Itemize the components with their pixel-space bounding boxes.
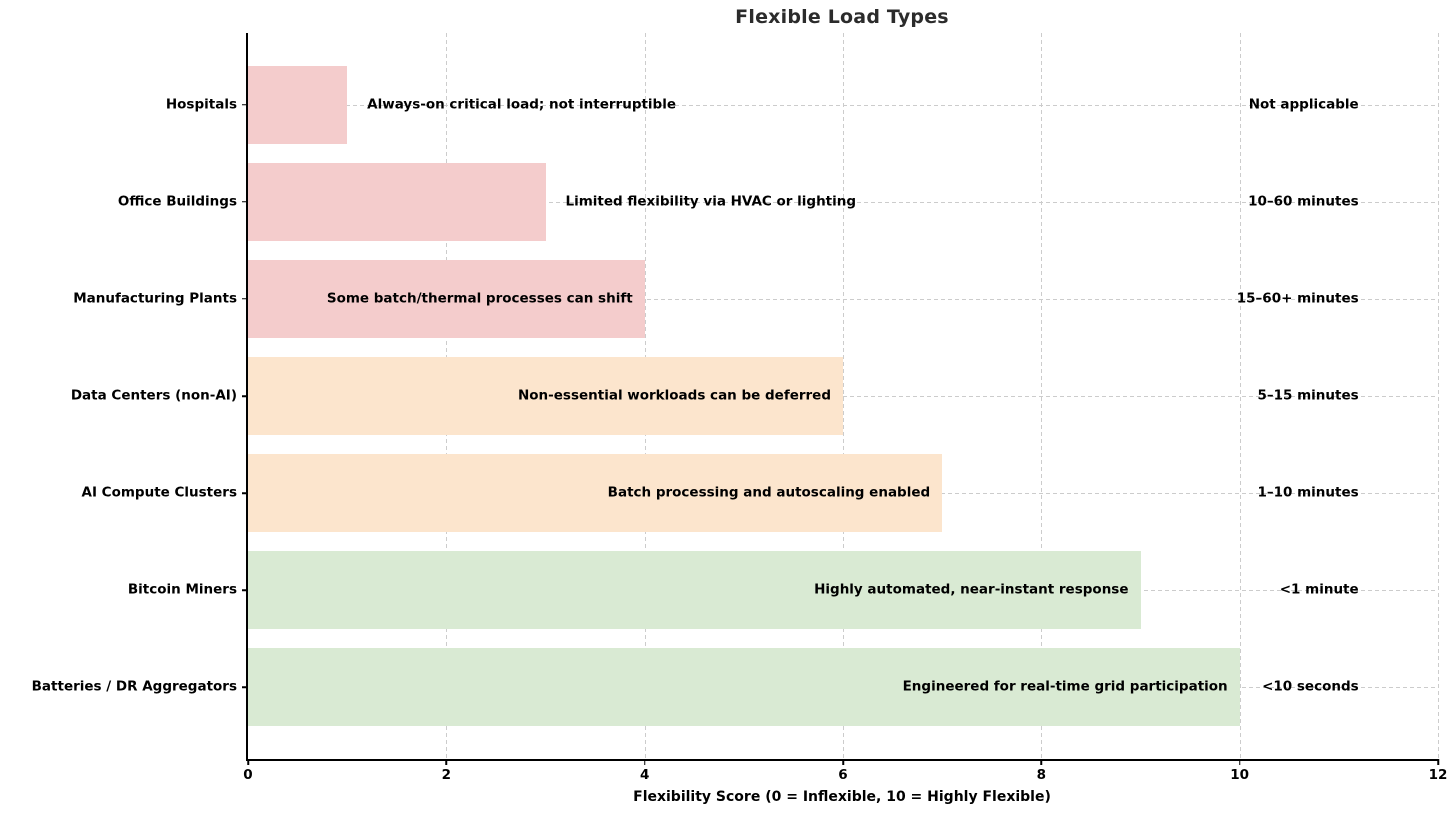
y-tick-mark	[242, 686, 248, 688]
bar-annotation: Some batch/thermal processes can shift	[326, 290, 633, 307]
response-time-label: 15–60+ minutes	[1236, 290, 1359, 307]
x-tick-mark	[247, 759, 249, 765]
x-tick-mark	[1040, 759, 1043, 765]
x-tick-mark	[1437, 759, 1439, 765]
y-gridline	[248, 396, 1438, 397]
y-tick-mark	[242, 589, 248, 591]
x-tick-label: 2	[441, 767, 452, 783]
response-time-label: <1 minute	[1279, 581, 1359, 598]
bar-annotation: Limited flexibility via HVAC or lighting	[565, 193, 857, 210]
bar-annotation: Engineered for real-time grid participat…	[902, 678, 1228, 695]
bar-batteries-dr-aggregators	[248, 648, 1240, 726]
y-tick-mark	[242, 298, 248, 300]
bar-annotation: Highly automated, near-instant response	[814, 581, 1129, 598]
y-tick-mark	[242, 395, 248, 397]
y-tick-mark	[242, 492, 248, 494]
x-tick-mark	[1238, 759, 1241, 765]
bar-office-buildings	[248, 163, 546, 241]
x-tick-mark	[445, 759, 448, 765]
chart-title: Flexible Load Types	[735, 6, 949, 28]
y-gridline	[248, 298, 1438, 300]
plot-area: 0 2 4 6 8 10 12 Always-on critical load; not in…	[32, 33, 1447, 782]
x-tick-label: 4	[639, 767, 650, 783]
bar-manufacturing-plants	[248, 260, 645, 338]
bar-annotation: Always-on critical load; not interruptib…	[367, 96, 677, 113]
x-tick-mark	[842, 759, 844, 765]
x-tick-label: 10	[1230, 767, 1250, 783]
y-tick-mark	[242, 201, 248, 203]
x-tick-mark	[643, 759, 646, 765]
response-time-label: 10–60 minutes	[1248, 193, 1359, 210]
x-gridline	[1438, 33, 1439, 759]
y-category-label: Hospitals	[165, 96, 237, 113]
x-axis-label: Flexibility Score (0 = Inflexible, 10 = …	[633, 789, 1051, 805]
y-gridline	[248, 104, 1438, 106]
y-category-label: AI Compute Clusters	[81, 484, 238, 501]
y-gridline	[248, 201, 1438, 203]
y-category-label: Bitcoin Miners	[127, 581, 237, 598]
response-time-label: 5–15 minutes	[1257, 387, 1359, 404]
x-tick-label: 6	[838, 767, 848, 783]
y-category-label: Manufacturing Plants	[73, 290, 237, 307]
y-category-label: Data Centers (non-AI)	[70, 387, 237, 404]
response-time-label: <10 seconds	[1262, 678, 1359, 695]
bar-annotation: Non-essential workloads can be deferred	[517, 387, 831, 404]
bar-annotation: Batch processing and autoscaling enabled	[607, 484, 931, 501]
response-time-label: 1–10 minutes	[1257, 484, 1359, 501]
bar-bitcoin-miners	[248, 551, 1141, 629]
y-category-label: Batteries / DR Aggregators	[31, 678, 237, 695]
x-tick-label: 12	[1428, 767, 1448, 783]
x-tick-label: 8	[1036, 767, 1047, 783]
response-time-label: Not applicable	[1248, 96, 1359, 113]
y-category-label: Office Buildings	[117, 193, 237, 210]
x-tick-label: 0	[243, 767, 253, 783]
bar-hospitals	[248, 66, 348, 144]
bar-data-centers-non-ai-	[248, 357, 843, 435]
y-tick-mark	[242, 104, 248, 106]
bar-ai-compute-clusters	[248, 454, 943, 532]
